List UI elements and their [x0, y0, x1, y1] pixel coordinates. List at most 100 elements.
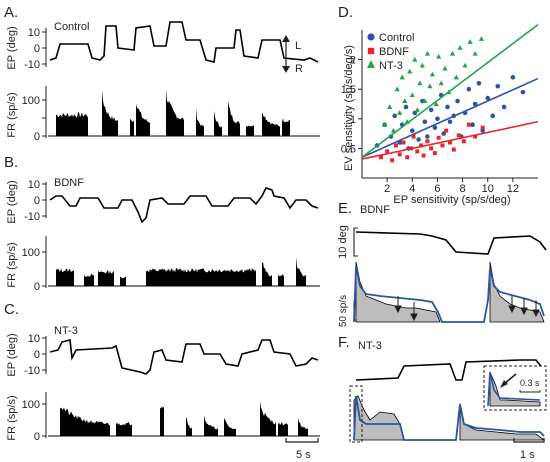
point-bdnf — [480, 125, 485, 130]
panel-b-label: BDNF — [54, 177, 84, 189]
y-tick-label: 0.5 — [341, 143, 356, 155]
point-bdnf — [421, 153, 426, 158]
x-tick-label: 4 — [409, 183, 415, 195]
point-bdnf — [425, 139, 430, 144]
zoom-region-box — [349, 385, 363, 443]
panel-d-letter: D. — [338, 4, 353, 21]
point-nt3 — [382, 121, 388, 127]
point-bdnf — [432, 151, 437, 156]
fit-line-control — [361, 77, 539, 159]
panel-e-label: BDNF — [360, 204, 390, 216]
fr-tick-0: 0 — [34, 431, 40, 443]
point-nt3 — [442, 65, 448, 71]
scatter-legend: Control BDNF NT-3 — [367, 32, 414, 72]
point-nt3 — [414, 107, 420, 112]
firing-rate-trace-e-data — [355, 261, 545, 323]
point-control — [455, 98, 460, 104]
fr-axis-label: FR (sp/s) — [6, 395, 18, 440]
y-tick-label: 1.5 — [341, 84, 356, 96]
point-bdnf — [429, 146, 434, 151]
y-axis-title: EV sensitivity (sp/s/deg/s) — [343, 45, 355, 171]
panel-c: C. NT-3 10 0 -10 EP (deg) 100 0 FR (sp/s… — [4, 301, 320, 461]
y-tick-label: 1 — [350, 114, 356, 126]
point-bdnf — [461, 139, 466, 144]
inset-zoom: 0.3 s — [483, 365, 547, 411]
firing-rate-histogram-control — [48, 89, 320, 137]
fr-tick-100: 100 — [22, 399, 40, 411]
point-control — [432, 125, 438, 130]
eye-position-trace-control — [49, 21, 319, 63]
ep-axis-b: 10 0 -10 EP (deg) — [6, 179, 47, 224]
point-bdnf — [473, 134, 478, 139]
panel-e: E. BDNF 10 deg 50 sp/s — [337, 200, 547, 327]
point-nt3 — [427, 83, 433, 89]
panel-b-letter: B. — [4, 154, 18, 171]
fr-tick-0: 0 — [34, 131, 40, 143]
firing-rate-histogram-nt3 — [48, 401, 320, 437]
e-vertical-scalebar: 10 deg — [337, 225, 358, 259]
point-nt3 — [449, 50, 456, 56]
point-nt3 — [467, 39, 473, 44]
fr-axis-label: FR (sp/s) — [6, 92, 18, 137]
point-control — [472, 101, 478, 107]
fit-line-nt3 — [361, 24, 539, 158]
point-nt3 — [429, 71, 435, 77]
fr-tick-0: 0 — [34, 281, 40, 293]
ep-axis-label: EP (deg) — [6, 180, 18, 223]
point-bdnf — [385, 149, 390, 154]
point-control — [466, 86, 472, 92]
panel-f-letter: F. — [338, 334, 350, 351]
point-bdnf — [448, 140, 452, 145]
point-control — [416, 137, 421, 142]
panel-c-letter: C. — [4, 301, 19, 318]
point-bdnf — [451, 147, 456, 152]
point-nt3 — [462, 62, 468, 68]
point-control — [520, 89, 526, 95]
point-control — [476, 80, 482, 86]
legend-marker-bdnf — [367, 47, 375, 55]
y-tick-label: 2 — [350, 55, 356, 67]
fit-line-bdnf — [361, 120, 539, 160]
point-nt3 — [457, 44, 463, 50]
panel-c-label: NT-3 — [54, 325, 78, 337]
point-nt3 — [412, 56, 418, 62]
firing-rate-bars — [56, 256, 306, 286]
fr-axis-label: FR (sp/s) — [6, 242, 18, 287]
point-bdnf — [411, 134, 416, 139]
e-rate-scale-label: 50 sp/s — [338, 295, 349, 327]
point-nt3 — [402, 98, 408, 104]
direction-right: R — [295, 63, 303, 75]
left-scalebar-label: 5 s — [296, 449, 311, 461]
eye-position-trace-f — [355, 359, 545, 381]
right-time-scalebar: 1 s — [513, 438, 545, 461]
point-bdnf — [401, 140, 406, 145]
e-vertical-scale-label: 10 deg — [337, 225, 349, 259]
firing-rate-histogram-bdnf — [48, 256, 320, 287]
point-control — [495, 83, 501, 89]
point-bdnf — [440, 143, 445, 148]
point-control — [510, 75, 516, 80]
x-tick-label: 6 — [434, 183, 440, 195]
ep-axis-a: 10 0 -10 EP (deg) — [6, 26, 47, 71]
ep-tick-minus10: -10 — [24, 211, 40, 223]
point-nt3 — [387, 104, 393, 109]
point-control — [485, 95, 491, 101]
point-nt3 — [407, 68, 413, 74]
point-bdnf — [444, 128, 449, 133]
point-bdnf — [378, 155, 383, 160]
legend-marker-nt3 — [367, 60, 375, 68]
panel-a-label: Control — [54, 21, 89, 33]
eye-position-trace-nt3 — [49, 339, 319, 375]
legend-label-nt3: NT-3 — [379, 60, 403, 72]
panel-f-label: NT-3 — [358, 340, 382, 352]
point-control — [425, 134, 430, 139]
ep-tick-minus10: -10 — [24, 365, 40, 377]
point-bdnf — [390, 158, 395, 163]
ep-tick-10: 10 — [28, 27, 40, 39]
direction-left: L — [295, 40, 301, 52]
point-nt3 — [472, 50, 478, 56]
point-control — [445, 104, 450, 110]
point-control — [392, 113, 397, 119]
fr-axis-b: 100 0 FR (sp/s) — [6, 236, 47, 293]
